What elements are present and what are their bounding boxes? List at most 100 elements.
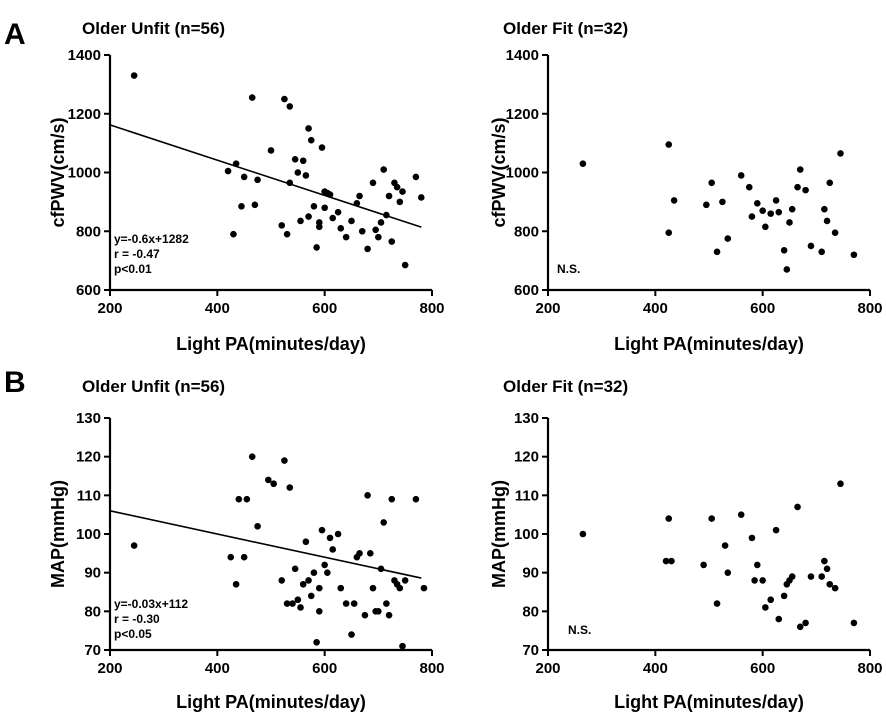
data-point [821, 557, 828, 565]
y-tick-label: 1400 [506, 47, 539, 64]
data-point [794, 183, 801, 191]
data-point [665, 515, 673, 522]
data-point [767, 210, 775, 217]
data-point [283, 600, 291, 607]
data-point [267, 147, 275, 154]
y-tick-label: 130 [76, 410, 101, 427]
data-point [348, 631, 355, 638]
y-tick-label: 1000 [68, 165, 101, 182]
data-point [662, 557, 670, 565]
data-point [232, 160, 240, 167]
data-point [383, 600, 390, 607]
stat-annotation: N.S. [568, 623, 591, 637]
data-point [337, 584, 345, 592]
y-tick-label: 80 [84, 603, 101, 620]
data-point [286, 484, 294, 491]
data-point [388, 238, 396, 245]
data-point [366, 550, 374, 557]
data-point [313, 244, 320, 251]
data-point [818, 248, 825, 256]
x-tick-label: 800 [857, 300, 882, 317]
data-point [353, 200, 361, 207]
data-point [780, 247, 788, 254]
data-point [708, 179, 715, 187]
data-point [767, 596, 775, 604]
y-axis-label: MAP(mmHg) [48, 480, 68, 588]
data-point [665, 141, 673, 148]
data-point [238, 202, 245, 210]
x-tick-label: 800 [419, 660, 444, 677]
data-point [240, 553, 248, 561]
y-tick-label: 120 [76, 449, 101, 466]
data-point [302, 538, 310, 546]
data-point [796, 166, 804, 173]
y-tick-label: 120 [514, 449, 539, 466]
x-tick-label: 400 [205, 660, 230, 677]
data-point [305, 213, 312, 220]
data-point [748, 534, 756, 542]
data-point [737, 172, 745, 179]
data-point [759, 207, 766, 214]
data-point [807, 573, 815, 580]
chart-title: Older Fit (n=32) [503, 377, 628, 396]
data-point [401, 261, 409, 269]
chart-title: Older Fit (n=32) [503, 19, 628, 38]
chart-b-older-unfit: Older Unfit (n=56) 70 80 90 100 110 120 130 200 4… [48, 377, 445, 712]
data-point [297, 217, 304, 225]
data-point [281, 95, 288, 103]
data-point [396, 584, 404, 592]
data-point [377, 565, 385, 573]
data-point [326, 534, 334, 542]
data-point [737, 511, 745, 518]
data-point [286, 103, 294, 110]
y-tick-label: 800 [514, 223, 539, 240]
x-tick-label: 200 [535, 300, 560, 317]
data-point [248, 453, 256, 460]
x-tick-label: 600 [312, 660, 337, 677]
data-point [772, 526, 780, 534]
x-tick-label: 200 [97, 660, 122, 677]
data-point [230, 230, 237, 238]
data-point [350, 600, 358, 607]
data-point [375, 233, 382, 241]
data-point [307, 136, 315, 144]
data-point [754, 561, 761, 569]
y-axis-label: MAP(mmHg) [489, 480, 509, 588]
data-point [745, 183, 753, 191]
data-point [396, 198, 404, 206]
data-point [254, 522, 261, 530]
data-point [385, 611, 393, 619]
stat-annotation: p<0.01 [114, 262, 152, 276]
regression-line [109, 510, 422, 579]
data-point [383, 211, 390, 219]
data-point [788, 205, 796, 213]
x-axis-label: Light PA(minutes/day) [176, 334, 366, 354]
data-point [417, 194, 425, 201]
chart-title: Older Unfit (n=56) [82, 19, 225, 38]
data-point [321, 204, 328, 212]
data-point [399, 188, 406, 195]
stat-annotation: y=-0.03x+112 [114, 597, 188, 611]
data-point [762, 604, 769, 611]
data-point [254, 176, 261, 184]
data-point [724, 569, 732, 576]
y-tick-label: 80 [522, 603, 539, 620]
data-point [719, 198, 726, 206]
x-axis-label: Light PA(minutes/day) [614, 334, 804, 354]
x-tick-label: 600 [750, 300, 775, 317]
data-point [837, 150, 844, 157]
y-tick-label: 1000 [506, 165, 539, 182]
data-point [823, 217, 831, 225]
y-tick-label: 600 [76, 282, 101, 299]
data-point [783, 266, 791, 273]
data-point [235, 495, 243, 503]
x-tick-label: 200 [97, 300, 122, 317]
data-point [802, 186, 809, 194]
data-point [708, 515, 715, 522]
panel-label-a: A [4, 18, 26, 51]
chart-b-older-fit: Older Fit (n=32) 70 80 90 100 110 120 130 200 400… [489, 377, 883, 712]
x-tick-label: 400 [643, 660, 668, 677]
data-point [356, 192, 363, 200]
data-point [307, 592, 315, 600]
